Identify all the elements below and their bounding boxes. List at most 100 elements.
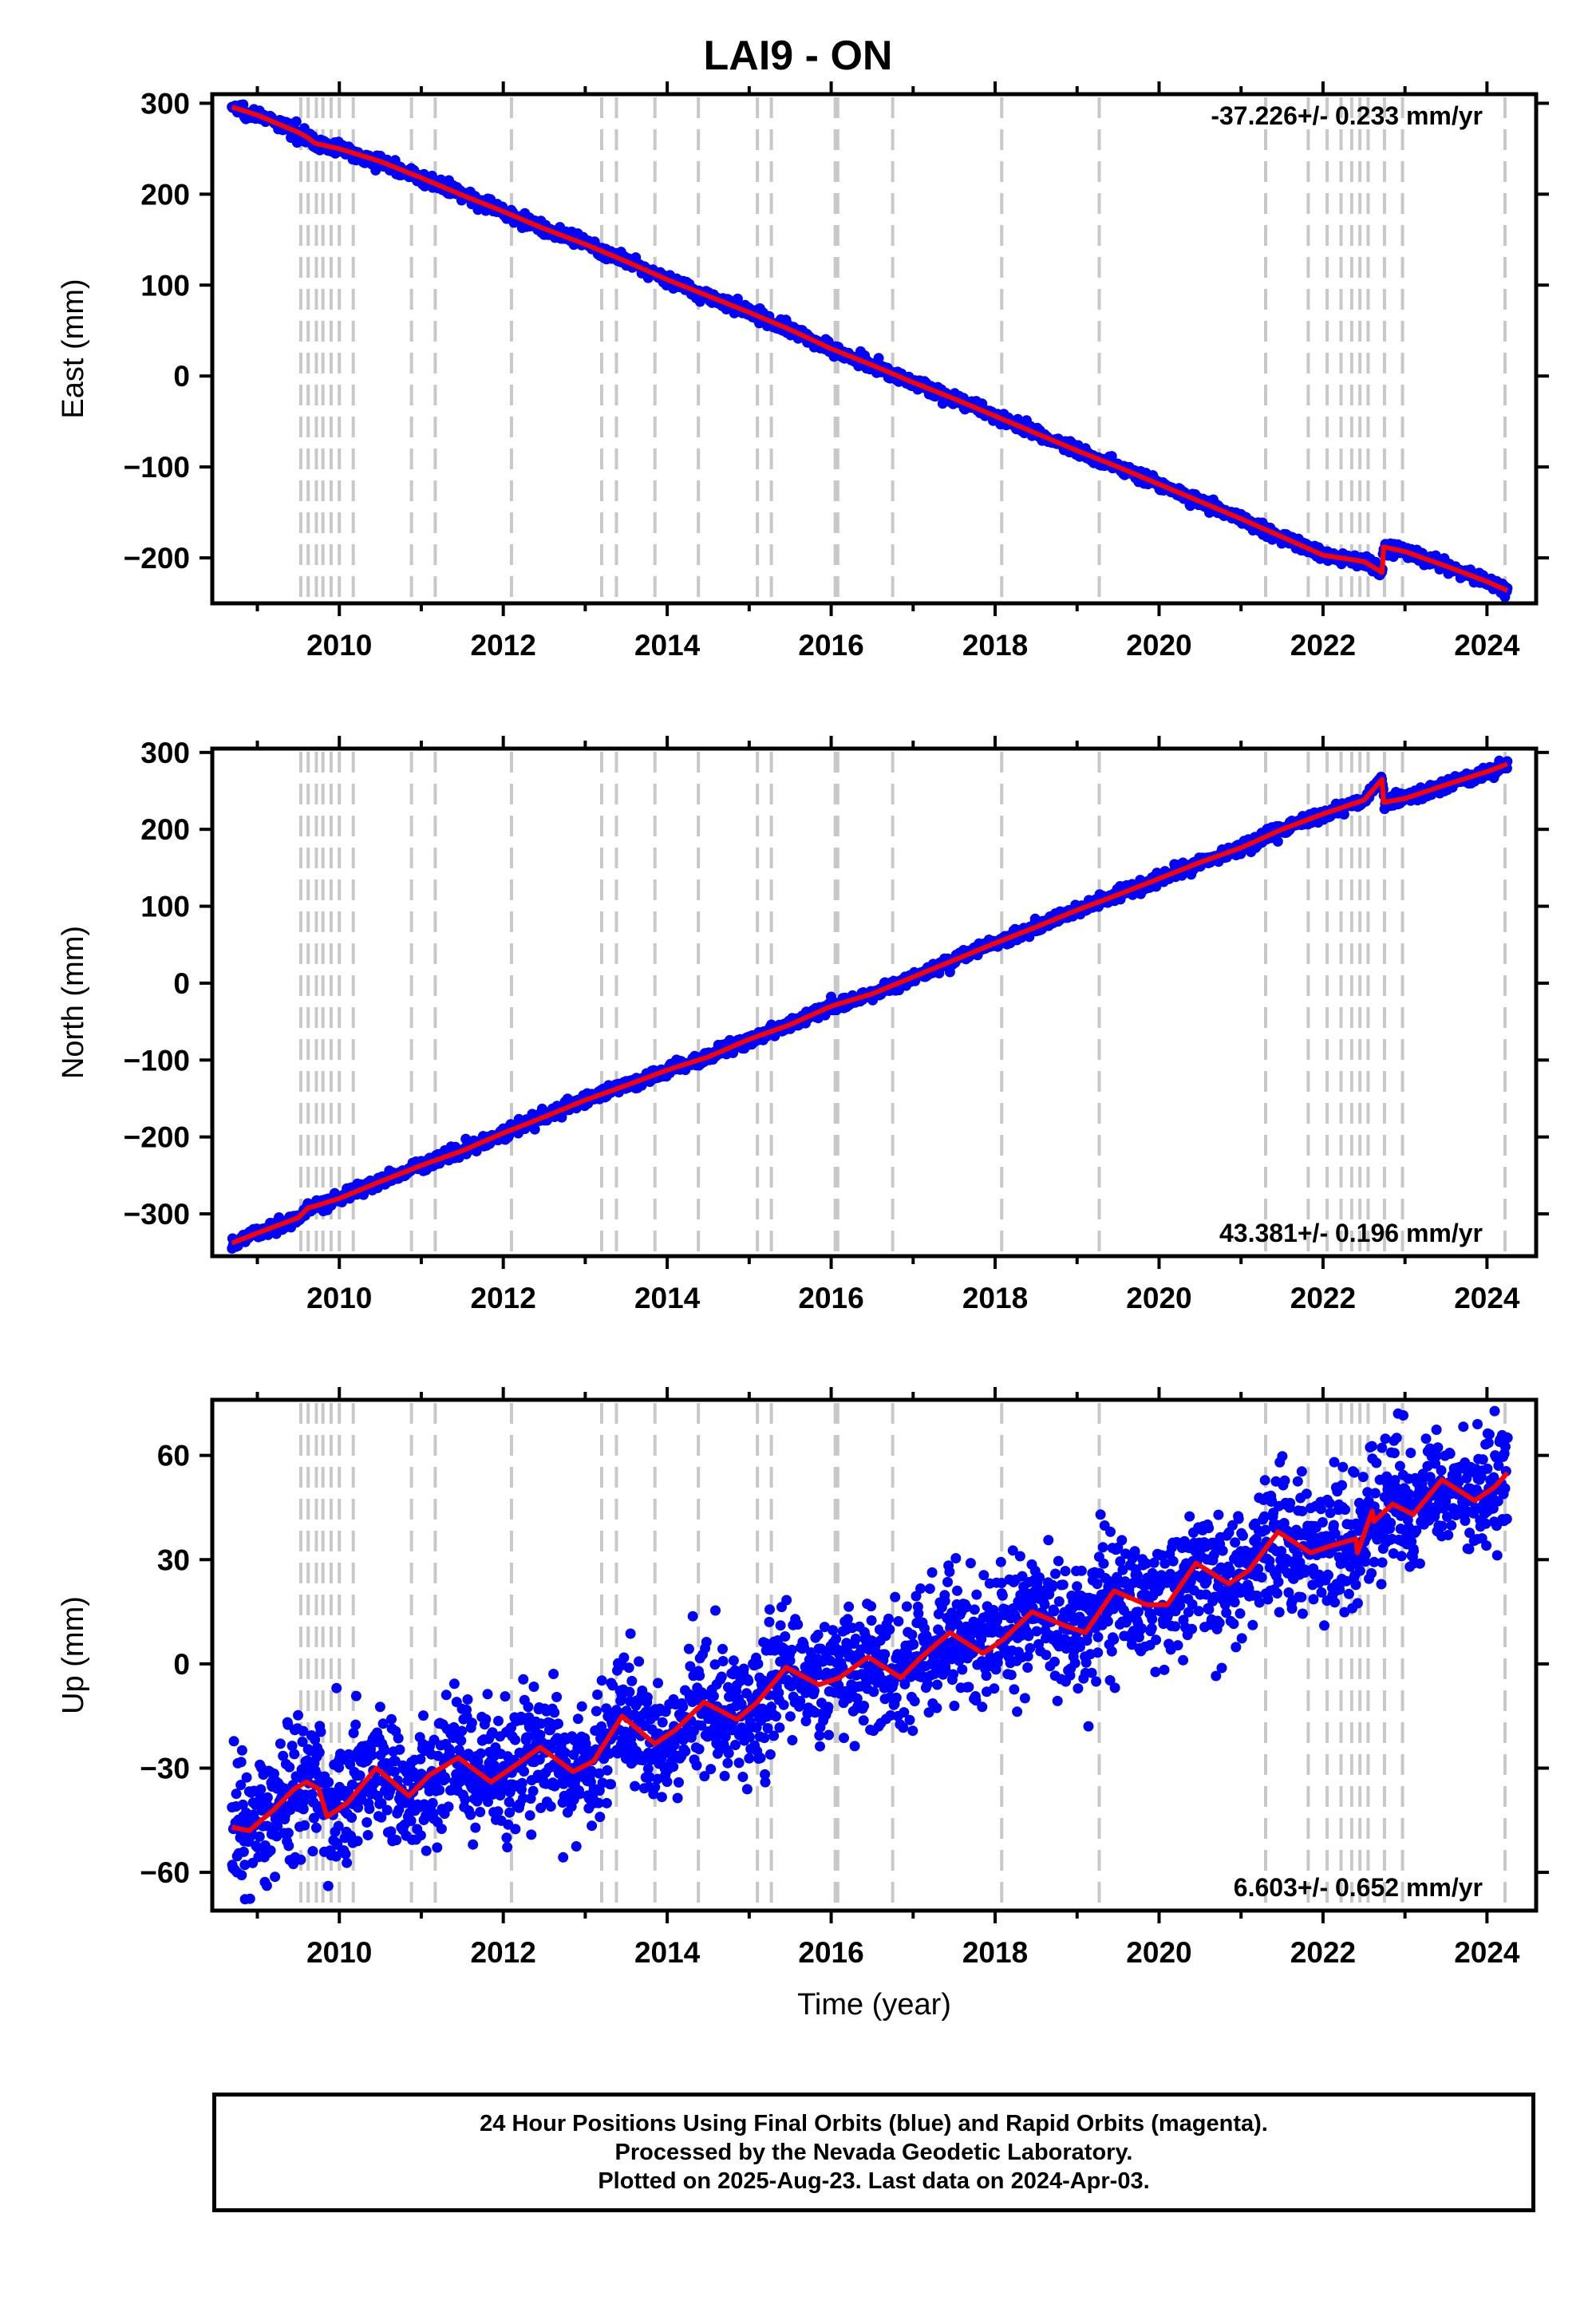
data-point <box>662 1777 673 1788</box>
data-point <box>526 1829 537 1840</box>
data-point <box>642 1692 653 1703</box>
data-point <box>674 1777 684 1788</box>
x-tick-label: 2022 <box>1290 1282 1356 1314</box>
data-point <box>691 1760 702 1771</box>
data-point <box>361 1817 373 1828</box>
data-point <box>307 1846 318 1857</box>
data-point <box>630 1780 641 1792</box>
data-point <box>559 1747 571 1758</box>
data-point <box>601 1797 612 1808</box>
data-point <box>284 1761 295 1773</box>
data-point <box>261 1880 272 1891</box>
data-point <box>228 1736 239 1747</box>
data-point <box>466 1717 477 1729</box>
data-point <box>394 1744 405 1755</box>
x-tick-label: 2012 <box>471 1282 536 1314</box>
data-point <box>421 1845 432 1856</box>
x-tick-label: 2018 <box>962 1282 1028 1314</box>
data-point <box>492 1806 504 1817</box>
data-point <box>427 1797 438 1808</box>
data-point <box>618 1652 630 1663</box>
x-tick-label: 2020 <box>1126 1282 1191 1314</box>
data-point <box>362 1830 373 1840</box>
data-point <box>623 1662 634 1674</box>
data-point <box>656 1792 667 1803</box>
data-point <box>295 1854 306 1865</box>
data-point <box>672 1792 683 1804</box>
data-point <box>386 1713 397 1725</box>
data-point <box>523 1701 534 1713</box>
data-point <box>354 1770 365 1781</box>
data-point <box>364 1804 375 1814</box>
data-point <box>545 1801 556 1812</box>
data-point <box>470 1822 481 1833</box>
x-tick-label: 2014 <box>634 1282 701 1314</box>
data-point <box>694 1670 705 1682</box>
x-tick-label: 2020 <box>1126 629 1191 662</box>
data-point <box>527 1785 539 1796</box>
data-point <box>460 1794 471 1805</box>
y-tick-label: 100 <box>140 269 190 302</box>
data-point <box>501 1832 512 1844</box>
data-point <box>331 1682 342 1694</box>
y-tick-label: 300 <box>140 87 190 120</box>
data-point <box>595 1812 606 1823</box>
data-point <box>657 1717 668 1728</box>
y-axis-label: East (mm) <box>57 279 90 418</box>
data-point <box>668 1761 679 1773</box>
data-point <box>493 1715 504 1726</box>
x-tick-label: 2010 <box>306 1282 372 1314</box>
y-tick-label: −100 <box>124 451 190 484</box>
data-point <box>558 1852 569 1863</box>
data-point <box>340 1848 351 1860</box>
data-point <box>693 1744 705 1755</box>
data-point <box>293 1709 303 1721</box>
rate-label: -37.226+/- 0.233 mm/yr <box>1211 101 1483 130</box>
x-tick-label: 2014 <box>634 629 701 662</box>
x-tick-label: 2024 <box>1454 629 1520 662</box>
data-point <box>653 1678 663 1689</box>
data-point <box>476 1748 486 1759</box>
data-point <box>549 1707 560 1718</box>
rate-label: 43.381+/- 0.196 mm/yr <box>1219 1219 1483 1247</box>
y-tick-label: −200 <box>124 1121 190 1154</box>
data-point <box>432 1842 443 1853</box>
data-points <box>227 755 1513 1254</box>
x-tick-label: 2018 <box>962 629 1028 662</box>
data-point <box>587 1820 598 1832</box>
data-point <box>516 1777 527 1788</box>
model-line <box>231 105 1509 593</box>
data-point <box>683 1643 694 1654</box>
data-point <box>350 1690 361 1701</box>
data-point <box>244 1893 255 1904</box>
data-point <box>1272 836 1283 847</box>
data-point <box>592 1690 603 1700</box>
x-tick-label: 2016 <box>798 1282 863 1314</box>
y-tick-label: −200 <box>124 542 190 575</box>
data-point <box>238 1846 249 1857</box>
data-point <box>235 1757 247 1768</box>
x-tick-label: 2010 <box>306 629 372 662</box>
data-point <box>572 1713 583 1725</box>
data-point <box>323 1777 334 1788</box>
y-tick-label: 0 <box>173 967 190 1000</box>
data-point <box>254 1831 265 1842</box>
data-point <box>482 1689 493 1700</box>
data-point <box>465 1809 476 1820</box>
data-point <box>462 1694 473 1705</box>
data-point <box>510 1824 521 1835</box>
data-point <box>322 1880 334 1891</box>
y-tick-label: 300 <box>140 737 190 769</box>
data-point <box>255 1784 267 1795</box>
data-point <box>440 1690 452 1701</box>
data-point <box>576 1701 587 1712</box>
data-point <box>626 1675 638 1686</box>
y-tick-label: 100 <box>140 891 190 923</box>
data-point <box>434 1784 445 1796</box>
data-point <box>528 1682 539 1692</box>
data-point <box>231 1788 242 1800</box>
data-point <box>606 1779 617 1790</box>
data-point <box>289 1749 300 1760</box>
